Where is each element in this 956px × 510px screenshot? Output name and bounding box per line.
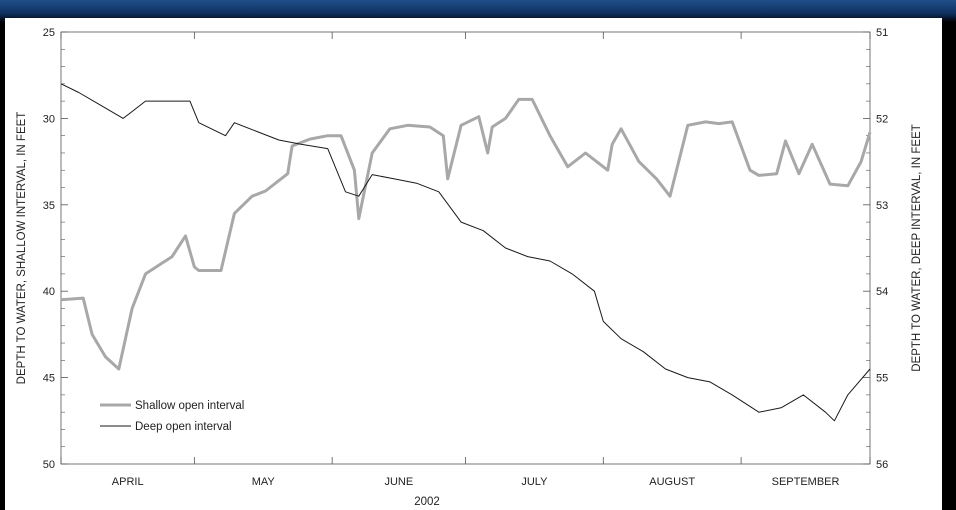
left-tick-label: 35: [43, 200, 55, 212]
legend: Shallow open interval Deep open interval: [100, 400, 244, 433]
legend-label-shallow: Shallow open interval: [135, 400, 244, 412]
left-tick-label: 25: [43, 27, 55, 39]
chart: 25 30 35 40 45 50 51 52 53 54 55 56 APRIL MAY JUNE JU…: [16, 27, 923, 508]
series-line-deep: [60, 83, 871, 422]
chart-panel: 25 30 35 40 45 50 51 52 53 54 55 56 APRIL MAY JUNE JU…: [5, 18, 942, 510]
right-axis-title: DEPTH TO WATER, DEEP INTERVAL, IN FEET: [911, 124, 923, 372]
x-axis-title: 2002: [414, 496, 440, 508]
x-month-label: SEPTEMBER: [772, 476, 840, 488]
x-month-label: MAY: [252, 476, 276, 488]
left-tick-label: 30: [43, 113, 55, 125]
x-month-label: JULY: [521, 476, 548, 488]
right-tick-label: 52: [876, 113, 888, 125]
legend-label-deep: Deep open interval: [135, 421, 232, 433]
right-tick-label: 55: [876, 373, 888, 385]
x-month-label: AUGUST: [649, 476, 695, 488]
right-tick-label: 54: [876, 286, 888, 298]
right-tick-label: 51: [876, 27, 888, 39]
x-month-label: APRIL: [112, 476, 144, 488]
left-tick-label: 50: [43, 459, 55, 471]
series-layer: [60, 83, 872, 422]
left-tick-label: 45: [43, 373, 55, 385]
left-axis-ticks: 25 30 35 40 45 50: [43, 27, 68, 471]
right-axis-ticks: 51 52 53 54 55 56: [863, 27, 888, 471]
left-axis-title: DEPTH TO WATER, SHALLOW INTERVAL, IN FEE…: [16, 112, 28, 385]
series-line-shallow: [60, 97, 872, 371]
left-tick-label: 40: [43, 286, 55, 298]
right-tick-label: 56: [876, 459, 888, 471]
x-axis-ticks: APRIL MAY JUNE JULY AUGUST SEPTEMBER: [60, 32, 871, 488]
right-tick-label: 53: [876, 200, 888, 212]
x-month-label: JUNE: [384, 476, 413, 488]
